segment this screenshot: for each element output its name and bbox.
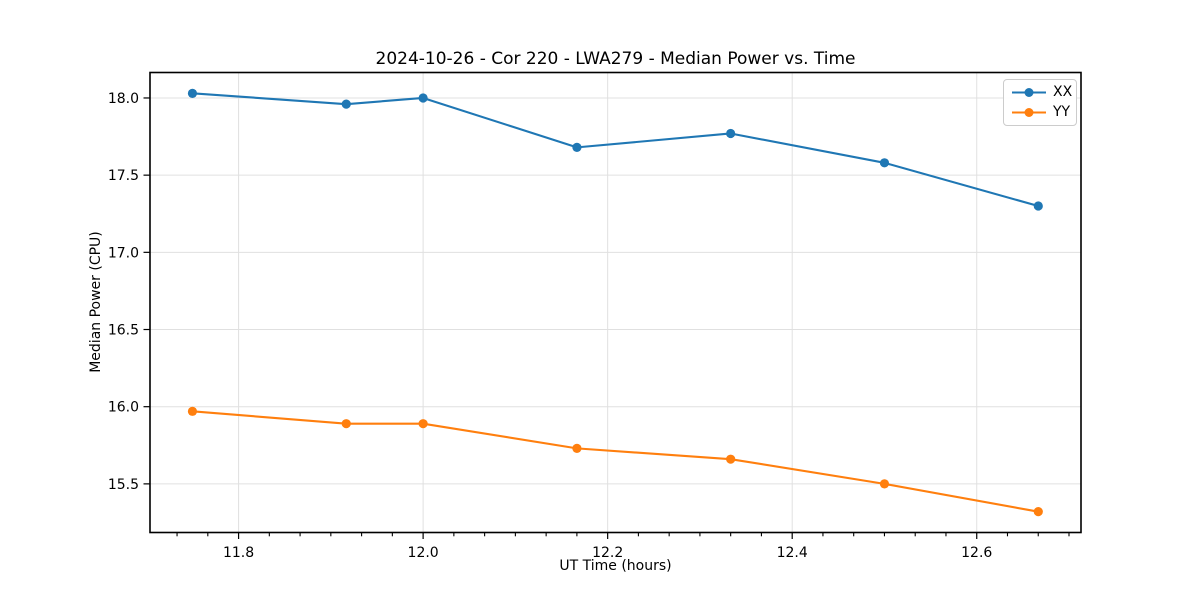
y-tick-label: 15.5 bbox=[108, 477, 139, 493]
data-point-xx bbox=[187, 88, 198, 98]
x-axis-label: UT Time (hours) bbox=[559, 558, 672, 574]
legend-line-sample-icon bbox=[1012, 108, 1046, 117]
y-tick-label: 17.0 bbox=[108, 245, 139, 261]
x-tick-label: 11.8 bbox=[223, 545, 254, 561]
y-tick-label: 18.0 bbox=[108, 91, 139, 107]
data-point-xx bbox=[879, 158, 890, 168]
data-point-xx bbox=[341, 99, 351, 109]
series-line-xx bbox=[192, 92, 1039, 208]
data-point-yy bbox=[341, 419, 351, 429]
data-point-yy bbox=[418, 419, 428, 429]
chart-title: 2024-10-26 - Cor 220 - LWA279 - Median P… bbox=[375, 49, 856, 69]
data-point-yy bbox=[187, 406, 198, 416]
y-tick-label: 17.5 bbox=[108, 168, 139, 184]
x-tick-label: 12.0 bbox=[408, 545, 439, 561]
legend-label-xx: XX bbox=[1053, 84, 1073, 100]
x-tick-label: 12.6 bbox=[961, 545, 992, 561]
y-tick-label: 16.5 bbox=[108, 323, 139, 339]
legend-line-sample-icon bbox=[1012, 88, 1046, 97]
data-point-yy bbox=[879, 479, 890, 489]
legend: XX YY bbox=[1003, 79, 1077, 126]
data-point-xx bbox=[726, 128, 736, 139]
series-line-yy bbox=[192, 410, 1039, 513]
x-tick-label: 12.4 bbox=[777, 545, 808, 561]
y-tick-label: 16.0 bbox=[108, 400, 139, 416]
data-point-xx bbox=[1033, 201, 1043, 211]
legend-label-yy: YY bbox=[1053, 104, 1071, 120]
x-tick-label: 12.2 bbox=[592, 545, 623, 561]
data-point-xx bbox=[418, 93, 428, 103]
data-point-xx bbox=[572, 142, 582, 152]
data-point-yy bbox=[1033, 507, 1043, 517]
plot-border bbox=[149, 71, 1082, 534]
legend-item-xx: XX bbox=[1011, 83, 1073, 102]
data-point-yy bbox=[726, 454, 736, 464]
legend-item-yy: YY bbox=[1011, 103, 1071, 122]
data-point-yy bbox=[572, 443, 582, 453]
